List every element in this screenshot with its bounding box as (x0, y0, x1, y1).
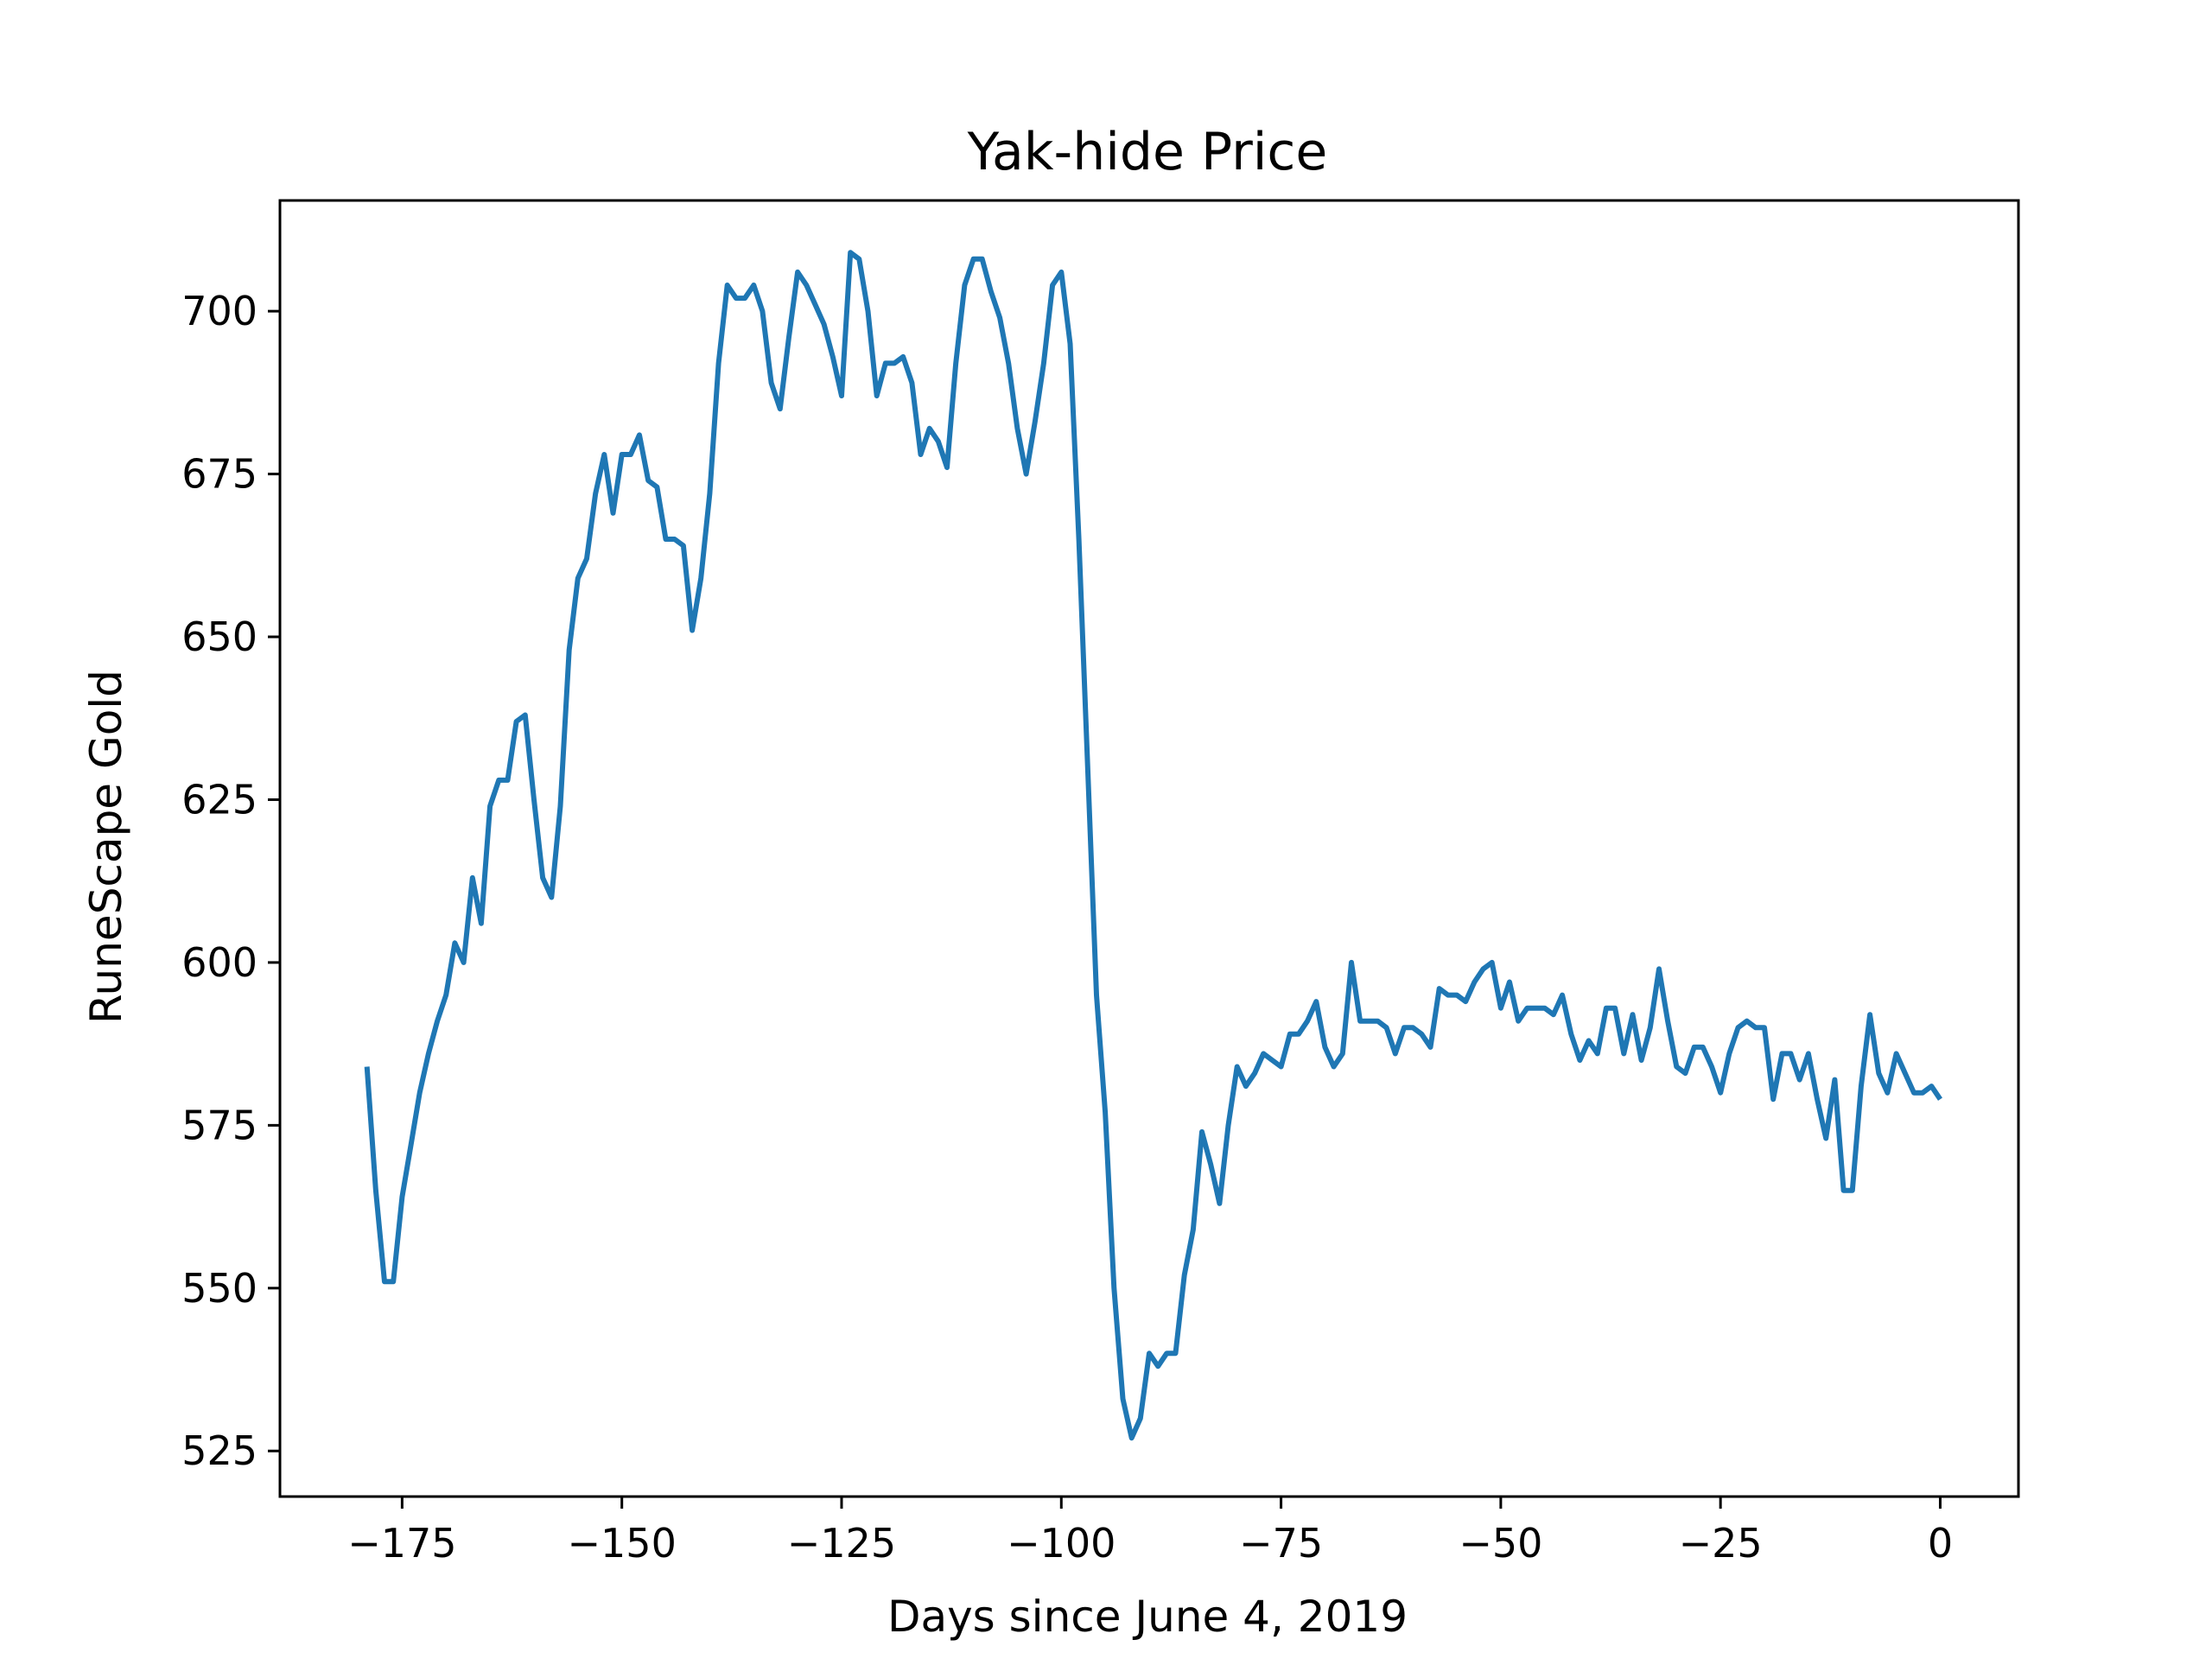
y-tick-label: 550 (181, 1265, 257, 1312)
y-tick-label: 525 (181, 1427, 257, 1474)
y-tick-label: 600 (181, 939, 257, 986)
series-layer (364, 250, 1942, 1441)
x-tick-label: −75 (1239, 1520, 1323, 1567)
y-tick-label: 700 (181, 288, 257, 334)
x-tick-label: −175 (347, 1520, 456, 1567)
x-tick-label: −150 (568, 1520, 677, 1567)
chart-title: Yak-hide Price (967, 122, 1328, 182)
y-tick-label: 650 (181, 613, 257, 660)
x-tick-label: −50 (1459, 1520, 1542, 1567)
x-tick-label: −100 (1007, 1520, 1116, 1567)
x-tick-label: 0 (1928, 1520, 1953, 1567)
y-tick-label: 575 (181, 1102, 257, 1148)
y-tick-label: 625 (181, 776, 257, 823)
y-axis-ticks: 525 550 575 600 625 650 675 700 (181, 288, 280, 1474)
plot-frame (278, 199, 2020, 1498)
x-axis-label: Days since June 4, 2019 (887, 1592, 1408, 1642)
y-axis-label: RuneScape Gold (81, 670, 131, 1024)
series-line-0 (364, 250, 1942, 1441)
x-tick-label: −125 (787, 1520, 896, 1567)
y-tick-label: 675 (181, 451, 257, 498)
x-axis-ticks: −175 −150 −125 −100 −75 −50 −25 0 (347, 1497, 1953, 1567)
x-tick-label: −25 (1679, 1520, 1763, 1567)
